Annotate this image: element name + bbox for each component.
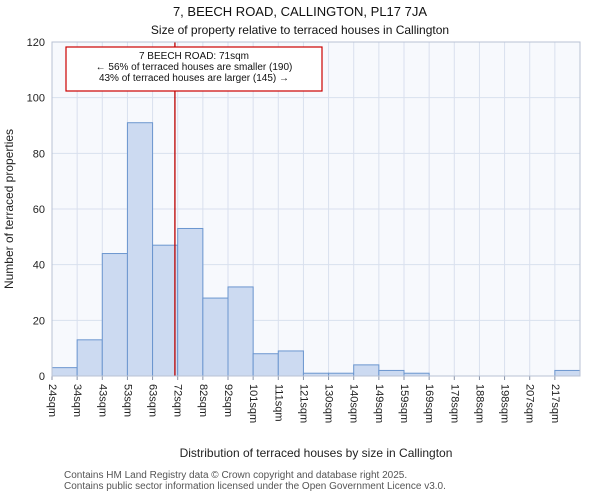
bar-82sqm <box>202 297 229 377</box>
bar-24sqm <box>51 367 78 377</box>
bar-63sqm <box>152 244 179 377</box>
x-tick-label: 34sqm <box>71 384 83 417</box>
bar-140sqm <box>353 364 380 377</box>
annotation-line1: 7 BEECH ROAD: 71sqm <box>139 51 249 62</box>
x-tick-label: 24sqm <box>46 384 58 417</box>
bar-101sqm <box>252 353 279 377</box>
bar-53sqm <box>126 122 154 377</box>
bar-72sqm <box>177 227 204 377</box>
annotation-border <box>65 46 323 92</box>
y-tick-label: 100 <box>27 93 45 105</box>
x-tick-label: 72sqm <box>172 384 184 417</box>
y-axis-label: Number of terraced properties <box>2 129 16 289</box>
y-tick-label: 60 <box>33 204 45 216</box>
x-tick-label: 159sqm <box>398 384 410 423</box>
x-tick-label: 111sqm <box>272 384 284 422</box>
bar-149sqm <box>378 369 405 377</box>
plot-area: 0 20 40 60 80 100 120 24sqm 34sqm 43sqm 53sqm 63sqm… <box>27 37 581 423</box>
footer-line1: Contains HM Land Registry data © Crown c… <box>64 470 407 481</box>
bar-92sqm <box>227 286 254 377</box>
x-tick-label: 140sqm <box>348 384 360 423</box>
annotation-line2: ← 56% of terraced houses are smaller (19… <box>96 62 293 73</box>
y-tick-label: 120 <box>27 37 45 49</box>
x-tick-label: 63sqm <box>147 384 159 417</box>
footer-line2: Contains public sector information licen… <box>64 481 446 492</box>
x-tick-label: 130sqm <box>323 384 335 423</box>
bar-111sqm <box>277 350 304 377</box>
chart-subtitle: Size of property relative to terraced ho… <box>151 23 449 37</box>
y-tick-label: 0 <box>39 371 45 383</box>
x-axis-label: Distribution of terraced houses by size … <box>180 446 453 460</box>
x-tick-label: 82sqm <box>197 384 209 417</box>
x-tick-label: 217sqm <box>549 384 561 423</box>
y-tick-label: 40 <box>33 260 45 272</box>
x-tick-label: 121sqm <box>297 384 309 423</box>
x-tick-label: 207sqm <box>524 384 536 423</box>
x-tick-label: 178sqm <box>448 384 460 423</box>
x-tick-label: 169sqm <box>423 384 435 423</box>
bar-217sqm <box>554 369 581 377</box>
x-tick-label: 149sqm <box>373 384 385 423</box>
bar-43sqm <box>101 253 128 377</box>
bar-34sqm <box>76 339 103 377</box>
x-tick-label: 198sqm <box>499 384 511 423</box>
x-tick-label: 53sqm <box>121 384 133 417</box>
y-tick-label: 20 <box>33 315 45 327</box>
x-tick-label: 92sqm <box>222 384 234 417</box>
x-tick-label: 43sqm <box>96 384 108 417</box>
annotation-box: 7 BEECH ROAD: 71sqm ← 56% of terraced ho… <box>65 46 323 92</box>
y-tick-label: 80 <box>33 148 45 160</box>
x-tick-label: 101sqm <box>247 384 259 423</box>
annotation-line3: 43% of terraced houses are larger (145) … <box>99 73 289 84</box>
x-tick-label: 188sqm <box>473 384 485 423</box>
chart-title: 7, BEECH ROAD, CALLINGTON, PL17 7JA <box>173 4 427 19</box>
plot-border <box>51 41 581 377</box>
